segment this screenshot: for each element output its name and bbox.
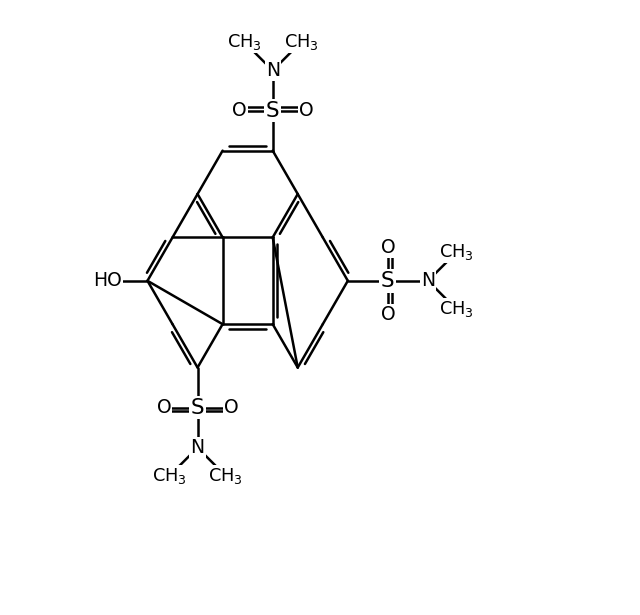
Text: CH$_3$: CH$_3$ (439, 242, 474, 263)
Text: CH$_3$: CH$_3$ (439, 299, 474, 319)
Text: CH$_3$: CH$_3$ (209, 466, 243, 486)
Text: CH$_3$: CH$_3$ (227, 32, 262, 52)
Text: O: O (381, 304, 396, 323)
Text: CH$_3$: CH$_3$ (284, 32, 319, 52)
Text: O: O (381, 238, 396, 257)
Text: O: O (232, 101, 246, 120)
Text: S: S (266, 101, 280, 121)
Text: S: S (381, 271, 395, 291)
Text: N: N (266, 61, 280, 80)
Text: S: S (191, 398, 204, 418)
Text: O: O (299, 101, 314, 120)
Text: O: O (157, 398, 172, 417)
Text: N: N (191, 438, 205, 457)
Text: HO: HO (93, 271, 122, 290)
Text: N: N (421, 271, 435, 290)
Text: O: O (223, 398, 238, 417)
Text: CH$_3$: CH$_3$ (152, 466, 187, 486)
